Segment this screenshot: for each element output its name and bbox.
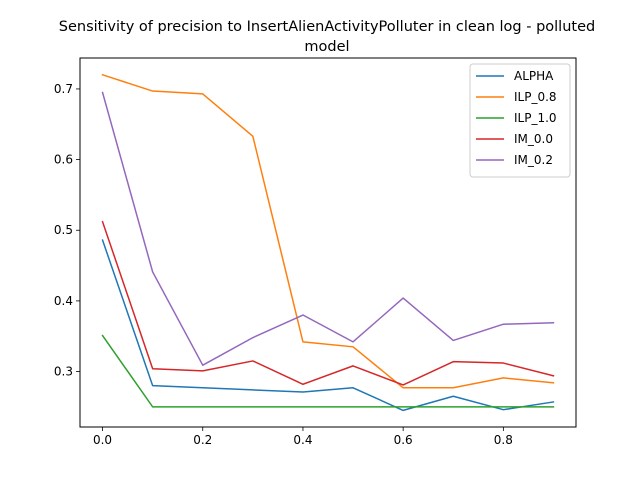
x-tick-label: 0.2: [193, 433, 212, 447]
y-tick-label: 0.5: [54, 223, 73, 237]
chart-title-line-2: model: [304, 39, 349, 55]
series-line-im-0-0: [101, 220, 555, 386]
y-tick-label: 0.7: [54, 82, 73, 96]
series-line-alpha: [101, 239, 555, 412]
x-axis: 0.0 0.2 0.4 0.6 0.8: [93, 427, 513, 447]
y-tick-label: 0.3: [54, 365, 73, 379]
x-tick-label: 0.8: [494, 433, 513, 447]
chart-title-line-1: Sensitivity of precision to InsertAlienA…: [59, 19, 595, 35]
series-line-ilp-1-0: [101, 334, 555, 408]
y-tick-label: 0.6: [54, 153, 73, 167]
x-tick-label: 0.4: [293, 433, 312, 447]
legend-box: [469, 63, 571, 178]
x-tick-label: 0.0: [93, 433, 112, 447]
legend-label-alpha: ALPHA: [514, 69, 554, 83]
series-line-im-0-2: [101, 91, 555, 366]
y-tick-label: 0.4: [54, 294, 73, 308]
legend: ALPHA ILP_0.8 ILP_1.0 IM_0.0 IM_0.2: [469, 63, 571, 178]
legend-label-ilp-1-0: ILP_1.0: [514, 111, 557, 125]
legend-label-im-0-2: IM_0.2: [514, 153, 553, 167]
x-tick-label: 0.6: [394, 433, 413, 447]
legend-label-ilp-0-8: ILP_0.8: [514, 90, 557, 104]
plot-lines: [101, 73, 555, 412]
legend-label-im-0-0: IM_0.0: [514, 132, 553, 146]
y-axis: 0.3 0.4 0.5 0.6 0.7: [54, 82, 80, 379]
plot-frame: [79, 57, 577, 428]
series-line-ilp-0-8: [101, 73, 555, 389]
